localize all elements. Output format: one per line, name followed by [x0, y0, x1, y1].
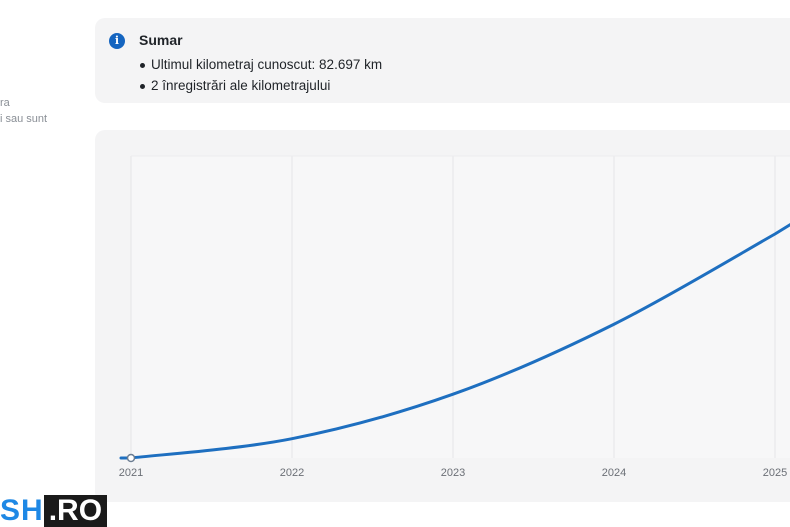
x-tick-label: 2025	[763, 467, 787, 479]
mileage-chart-card: 2021 2022 2023 2024 2025	[95, 130, 790, 502]
summary-item-last-mileage: Ultimul kilometraj cunoscut: 82.697 km	[139, 54, 382, 75]
summary-title: Sumar	[139, 32, 183, 48]
summary-list: Ultimul kilometraj cunoscut: 82.697 km 2…	[139, 54, 382, 96]
x-tick-label: 2023	[441, 467, 465, 479]
mileage-chart: 2021 2022 2023 2024 2025	[119, 155, 790, 479]
summary-item-records-count: 2 înregistrări ale kilometrajului	[139, 75, 382, 96]
data-point	[126, 453, 136, 463]
x-tick-label: 2024	[602, 467, 626, 479]
sidebar-text-line: ra	[0, 97, 10, 109]
logo-text-sh: SH	[0, 494, 44, 527]
x-tick-label: 2021	[119, 467, 143, 479]
info-icon: i	[109, 33, 125, 49]
logo-text-ro: .RO	[43, 495, 108, 527]
sidebar-description: ra i sau sunt	[0, 95, 80, 127]
series-line	[119, 222, 790, 460]
sidebar-text-line: i sau sunt	[0, 113, 48, 125]
site-logo: SH .RO	[0, 494, 108, 527]
plot-area	[131, 156, 790, 458]
summary-panel: i Sumar Ultimul kilometraj cunoscut: 82.…	[95, 18, 790, 103]
x-tick-label: 2022	[280, 467, 304, 479]
